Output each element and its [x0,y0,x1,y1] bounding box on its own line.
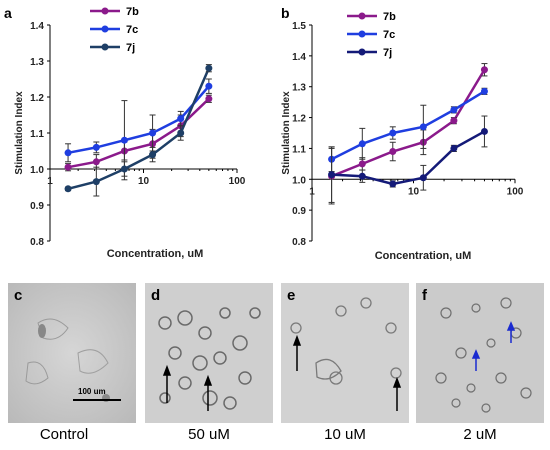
data-point-7j [450,144,458,152]
x-tick-label: 10 [408,186,420,197]
data-point-7c [358,140,366,148]
panel-letter-d: d [151,287,161,304]
y-tick-label: 1.0 [292,175,306,186]
data-point-7j [358,172,366,180]
data-point-7j [389,180,397,188]
legend-marker-7j [358,48,366,56]
data-point-7c [92,143,100,151]
data-point-7j [149,151,157,159]
data-point-7c [389,129,397,137]
data-point-7c [64,149,72,157]
panel-letter-e: e [287,287,296,304]
legend-label-7b: 7b [383,11,396,23]
micrograph-50um: d [145,283,273,423]
data-point-7b [64,163,72,171]
x-axis-label: Concentration, uM [107,248,204,260]
series-line-7c [331,90,486,161]
series-line-7j [331,130,486,186]
x-tick-label: 100 [229,176,246,187]
x-tick-label: 100 [507,186,524,197]
legend-marker-7b [358,12,366,20]
chart-panel-a: a 0.8 0.9 1.0 1.1 1.2 1.3 1.4 1 10 100 Stimulation … [4,5,246,260]
panel-letter-f: f [422,287,427,304]
data-point-7b [205,95,213,103]
series-line-7b [331,69,486,178]
series-line-7j [67,67,211,191]
y-axis-label: Stimulation Index [14,91,25,175]
data-point-7j [120,165,128,173]
x-axis-label: Concentration, uM [375,250,472,262]
data-point-7c [205,82,213,90]
y-tick-label: 1.1 [30,129,44,140]
panel-letter-b: b [281,5,290,21]
y-tick-label: 1.4 [292,52,306,63]
caption-50um: 50 uM [188,426,230,443]
data-point-7b [480,66,488,74]
y-tick-label: 1.5 [292,21,306,32]
data-point-7b [389,148,397,156]
legend-marker-7b [101,7,109,15]
scale-bar [73,399,121,401]
y-tick-label: 1.3 [30,57,44,68]
y-tick-label: 1.2 [30,93,44,104]
data-point-7c [120,136,128,144]
legend-label-7j: 7j [383,47,392,59]
micrograph-10um: e [281,283,409,423]
legend-label-7j: 7j [126,42,135,54]
micrograph-control: c 100 um [8,283,136,423]
legend-label-7b: 7b [126,6,139,18]
data-point-7j [92,178,100,186]
y-axis-label: Stimulation Index [281,91,292,175]
y-tick-label: 1.4 [30,21,44,32]
data-point-7b [92,158,100,166]
y-tick-label: 0.8 [292,237,306,248]
legend-marker-7c [101,25,109,33]
data-point-7j [419,174,427,182]
data-point-7j [205,64,213,72]
caption-control: Control [39,426,89,443]
y-tick-label: 0.8 [30,237,44,248]
x-tick-label: 10 [138,176,150,187]
micrograph-50um-image [145,283,273,423]
data-point-7j [64,185,72,193]
y-tick-label: 0.9 [30,201,44,212]
x-tick-label: 1 [309,186,315,197]
panel-letter-a: a [4,5,12,21]
legend-marker-7c [358,30,366,38]
micrograph-2um: f [416,283,544,423]
caption-10um: 10 uM [324,426,366,443]
legend-label-7c: 7c [126,24,138,36]
y-tick-label: 1.1 [292,144,306,155]
data-point-7b [358,160,366,168]
series-line-7c [67,85,210,155]
y-tick-label: 1.3 [292,83,306,94]
legend-marker-7j [101,43,109,51]
data-point-7c [419,123,427,131]
legend-label-7c: 7c [383,29,395,41]
scale-bar-label: 100 um [78,387,106,396]
data-point-7c [480,87,488,95]
data-point-7b [450,117,458,125]
y-tick-label: 1.0 [30,165,44,176]
micrograph-control-image [8,283,136,423]
caption-2um: 2 uM [463,426,497,443]
data-point-7j [177,129,185,137]
y-tick-label: 1.2 [292,114,306,125]
panel-letter-c: c [14,287,23,304]
micrograph-10um-image [281,283,409,423]
data-point-7j [328,171,336,179]
chart-panel-b: b 0.8 0.9 1.0 1.1 1.2 1.3 1.4 1.5 1 10 100 Stimulati… [281,5,524,262]
data-point-7c [177,115,185,123]
data-point-7j [480,127,488,135]
y-tick-label: 0.9 [292,206,306,217]
x-tick-label: 1 [47,176,53,187]
data-point-7c [149,129,157,137]
data-point-7c [450,106,458,114]
micrograph-2um-image [416,283,544,423]
